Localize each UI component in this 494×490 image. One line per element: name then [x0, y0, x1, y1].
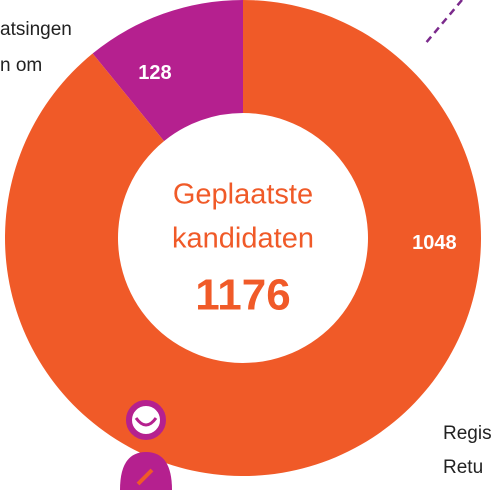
center-label: Geplaatste — [173, 179, 313, 211]
donut — [4, 0, 481, 476]
donut-slice — [92, 0, 244, 142]
donut-slice — [4, 0, 481, 476]
value-label: 1048 — [412, 232, 457, 254]
person-icon — [120, 400, 172, 490]
center-total: 1176 — [195, 271, 290, 320]
center-label: kandidaten — [172, 223, 314, 255]
annotation: Retu — [443, 457, 483, 478]
annotation: Regis — [443, 423, 492, 444]
dashed-connector — [424, 0, 463, 45]
annotation: n om — [0, 55, 42, 76]
value-label: 128 — [138, 62, 171, 84]
annotation: atsingen — [0, 19, 72, 40]
